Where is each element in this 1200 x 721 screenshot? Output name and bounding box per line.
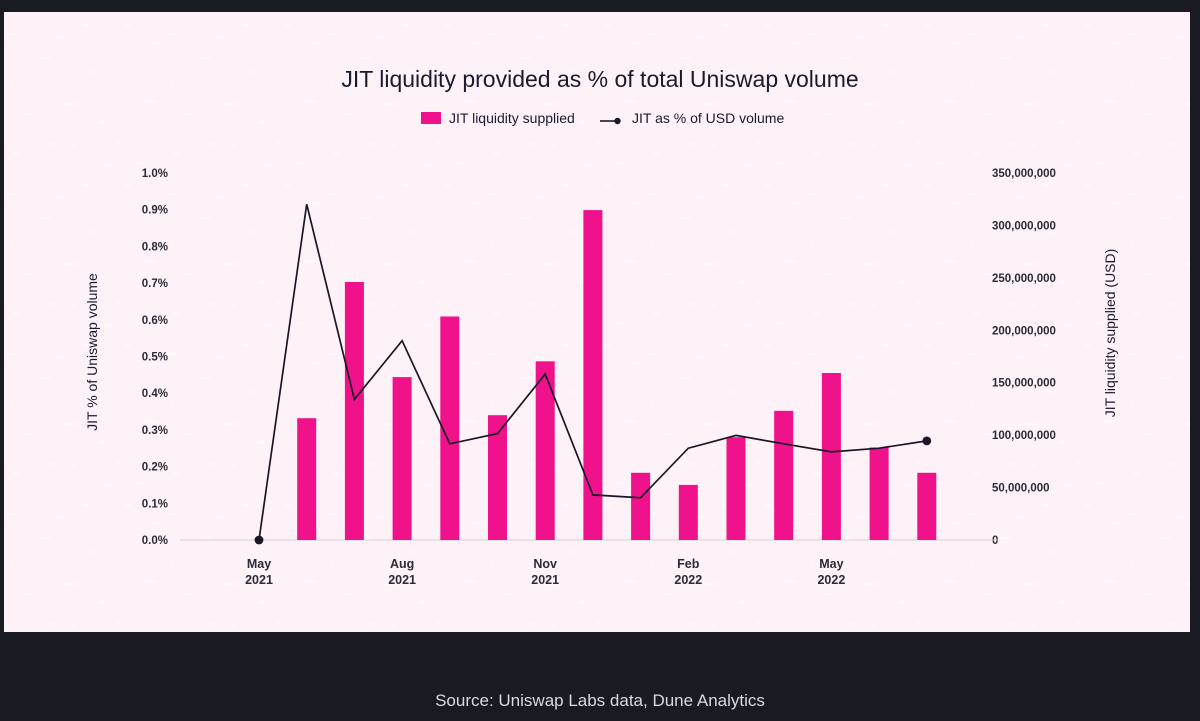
svg-text:0: 0 — [992, 535, 998, 547]
svg-text:0.5%: 0.5% — [142, 352, 168, 364]
svg-text:0.1%: 0.1% — [142, 498, 168, 510]
svg-text:0.6%: 0.6% — [142, 315, 168, 327]
svg-text:2021: 2021 — [531, 573, 559, 587]
svg-text:0.4%: 0.4% — [142, 388, 168, 400]
svg-text:200,000,000: 200,000,000 — [992, 325, 1056, 337]
svg-text:2021: 2021 — [245, 573, 273, 587]
svg-text:2022: 2022 — [817, 573, 845, 587]
svg-text:350,000,000: 350,000,000 — [992, 168, 1056, 180]
svg-text:2021: 2021 — [388, 573, 416, 587]
svg-text:May: May — [819, 557, 843, 571]
svg-text:0.7%: 0.7% — [142, 278, 168, 290]
svg-text:0.8%: 0.8% — [142, 241, 168, 253]
svg-text:250,000,000: 250,000,000 — [992, 273, 1056, 285]
svg-text:50,000,000: 50,000,000 — [992, 483, 1050, 495]
svg-text:May: May — [247, 557, 271, 571]
svg-text:2022: 2022 — [674, 573, 702, 587]
svg-text:0.2%: 0.2% — [142, 462, 168, 474]
svg-text:300,000,000: 300,000,000 — [992, 220, 1056, 232]
svg-text:Aug: Aug — [390, 557, 414, 571]
svg-text:0.3%: 0.3% — [142, 425, 168, 437]
svg-text:100,000,000: 100,000,000 — [992, 430, 1056, 442]
svg-text:Feb: Feb — [677, 557, 700, 571]
svg-text:Nov: Nov — [533, 557, 557, 571]
svg-text:150,000,000: 150,000,000 — [992, 378, 1056, 390]
svg-text:0.9%: 0.9% — [142, 205, 168, 217]
svg-text:1.0%: 1.0% — [142, 168, 168, 180]
svg-text:0.0%: 0.0% — [142, 535, 168, 547]
